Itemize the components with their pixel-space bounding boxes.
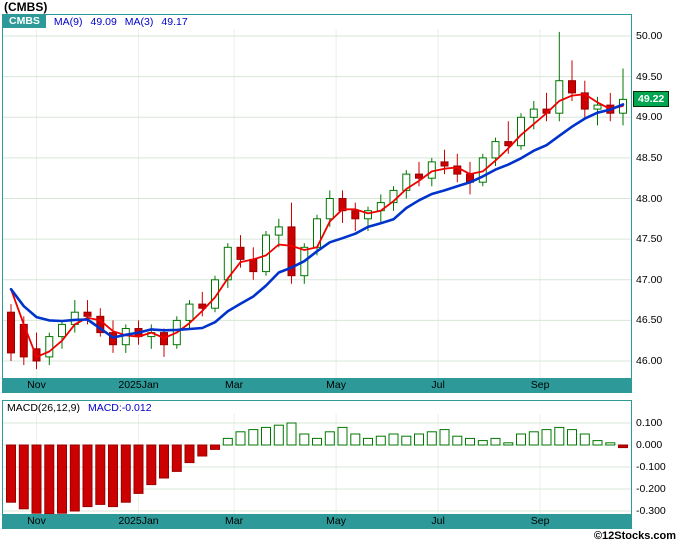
macd-tick-label: -0.300 [636, 505, 666, 517]
page-title: (CMBS) [4, 0, 48, 14]
ma3-label: MA(3) [124, 15, 154, 28]
price-legend: CMBS MA(9) 49.09 MA(3) 49.17 [3, 15, 631, 28]
macd-tick-label: -0.100 [636, 461, 666, 473]
x-tick-label: Sep [530, 379, 550, 391]
x-tick-label: Sep [530, 515, 550, 527]
macd-bars [6, 422, 628, 514]
x-tick-label: 2025Jan [118, 515, 159, 527]
macd-legend: MACD(26,12,9) MACD:-0.012 [3, 401, 631, 414]
ma3-value: 49.17 [161, 15, 188, 28]
x-tick-label: Jul [431, 379, 445, 391]
price-tick-label: 47.00 [636, 273, 663, 286]
x-tick-label: Mar [225, 515, 244, 527]
price-panel: CMBS MA(9) 49.09 MA(3) 49.17 Nov 2025Jan M… [2, 14, 632, 393]
macd-value: MACD:-0.012 [87, 401, 152, 414]
macd-tick-label: 0.000 [636, 439, 663, 451]
symbol-label: CMBS [3, 15, 46, 28]
x-tick-label: Jul [431, 515, 445, 527]
price-tick-label: 49.50 [636, 70, 663, 83]
ma9-label: MA(9) [53, 15, 83, 28]
price-tick-label: 48.00 [636, 192, 663, 205]
x-tick-label: Nov [27, 515, 46, 527]
macd-y-axis: 0.100 0.000 -0.100 -0.200 -0.300 [633, 400, 679, 529]
macd-panel: MACD(26,12,9) MACD:-0.012 Nov 2025Jan Mar M… [2, 400, 632, 529]
macd-plot [3, 414, 631, 514]
ma3-line [10, 93, 624, 358]
macd-x-axis-strip: Nov 2025Jan Mar May Jul Sep [3, 514, 631, 528]
x-tick-label: Mar [225, 379, 244, 391]
candlestick-plot [3, 29, 631, 378]
x-tick-label: May [326, 515, 347, 527]
price-tick-label: 48.50 [636, 151, 663, 164]
x-tick-label: 2025Jan [118, 379, 159, 391]
last-price-badge: 49.22 [633, 91, 670, 108]
price-grid [3, 29, 631, 378]
x-tick-label: May [326, 379, 347, 391]
price-tick-label: 46.50 [636, 314, 663, 327]
price-tick-label: 46.00 [636, 355, 663, 367]
price-tick-label: 49.00 [636, 111, 663, 124]
price-x-axis-strip: Nov 2025Jan Mar May Jul Sep [3, 378, 631, 392]
macd-tick-label: 0.100 [636, 417, 663, 429]
ma9-line [9, 103, 625, 339]
x-tick-label: Nov [27, 379, 46, 391]
price-tick-label: 47.50 [636, 233, 663, 246]
macd-tick-label: -0.200 [636, 483, 666, 495]
ma9-value: 49.09 [90, 15, 117, 28]
price-tick-label: 50.00 [636, 30, 663, 42]
price-y-axis: 50.00 49.50 49.00 48.50 48.00 47.50 47.00 46.50… [633, 14, 679, 393]
macd-indicator-label: MACD(26,12,9) [7, 401, 80, 414]
candles [7, 31, 627, 370]
watermark: ©12Stocks.com [593, 530, 676, 542]
